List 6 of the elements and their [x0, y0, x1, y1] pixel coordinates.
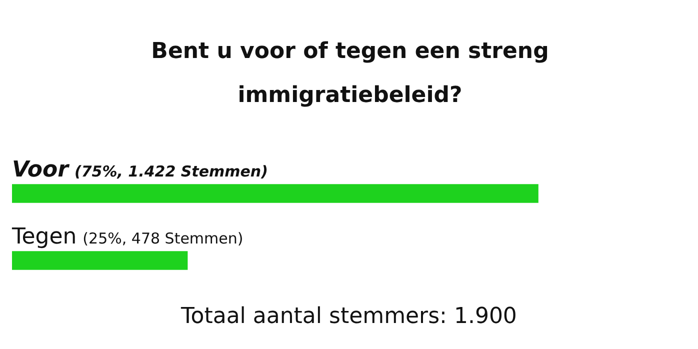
- y-tick-label: Tegen: [11, 224, 77, 250]
- chart-title: Bent u voor of tegen een streng immigratiebeleid?: [150, 38, 550, 110]
- text: Totaal aantal stemmers: 1.900: [180, 304, 518, 329]
- y-tick-label: Voor: [12, 158, 70, 182]
- data-label: (25%, 478 Stemmen): [82, 230, 244, 248]
- data-label: (75%, 1.422 Stemmen): [74, 162, 268, 180]
